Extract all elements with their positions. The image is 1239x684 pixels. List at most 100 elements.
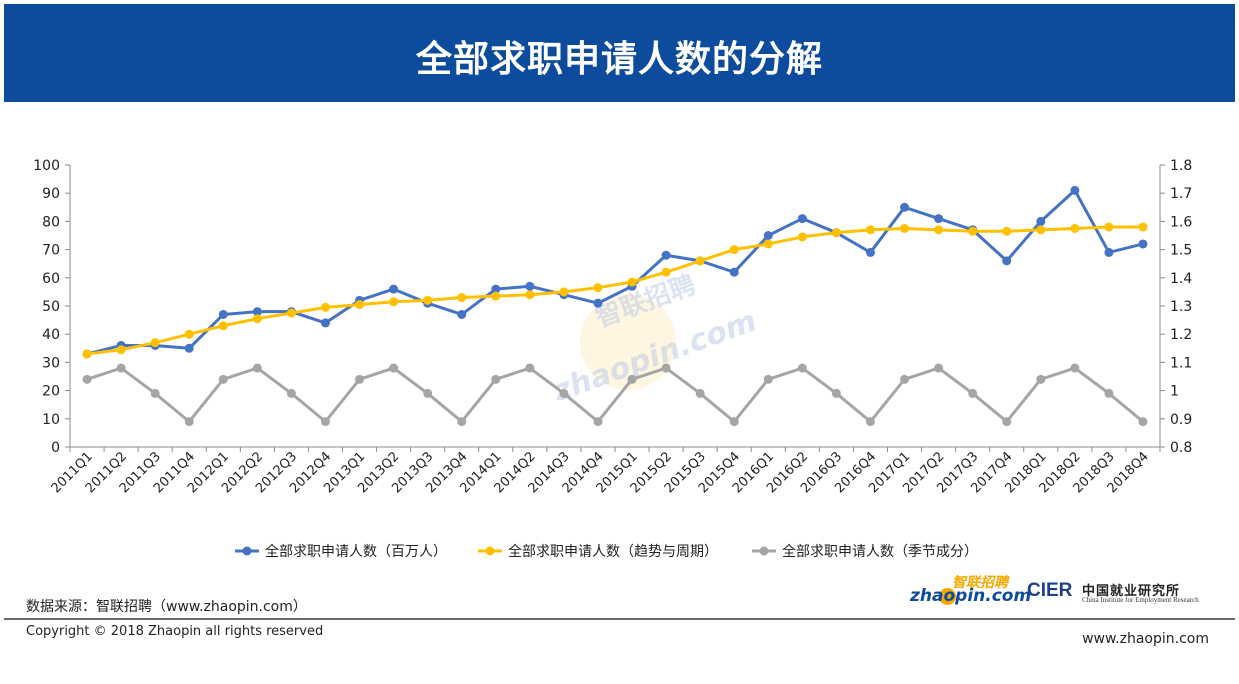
chart-series <box>82 185 1148 427</box>
data-point <box>491 374 501 384</box>
y-right-tick-label: 1 <box>1170 384 1179 400</box>
data-point <box>695 388 705 398</box>
y-right-tick-label: 1.7 <box>1170 186 1192 202</box>
data-point <box>865 417 875 427</box>
data-point <box>1036 216 1046 226</box>
series-line <box>86 366 1144 424</box>
data-point <box>900 223 910 233</box>
data-point <box>627 277 637 287</box>
y-right-tick-label: 1.1 <box>1170 355 1192 371</box>
y-left-tick-label: 60 <box>42 271 60 287</box>
data-point <box>1138 239 1148 249</box>
data-point <box>797 363 807 373</box>
data-point <box>593 298 603 308</box>
data-point <box>695 256 705 266</box>
data-point <box>1036 225 1046 235</box>
data-point <box>116 345 126 355</box>
data-point <box>218 309 228 319</box>
y-left-tick-label: 70 <box>42 243 60 259</box>
data-point <box>1104 388 1114 398</box>
data-point <box>934 363 944 373</box>
data-point <box>252 363 262 373</box>
data-point <box>1036 374 1046 384</box>
data-point <box>320 302 330 312</box>
data-point <box>218 321 228 331</box>
data-point <box>661 250 671 260</box>
data-point <box>491 291 501 301</box>
data-point <box>457 293 467 303</box>
legend-marker <box>759 546 769 556</box>
chart-legend: 全部求职申请人数（百万人） 全部求职申请人数（趋势与周期） 全部求职申请人数（季节成… <box>235 543 978 560</box>
chart-axes: 0 10 20 30 40 50 60 70 80 90 100 0.8 0.9 1 1.1 1.2 1.3 1.… <box>33 158 1192 496</box>
data-point <box>355 300 365 310</box>
zhaopin-logo-en: zhaopin.com <box>910 586 1032 606</box>
y-left-tick-label: 0 <box>51 440 60 456</box>
y-left-tick-label: 40 <box>42 327 60 343</box>
y-left-tick-label: 100 <box>33 158 60 174</box>
data-point <box>934 225 944 235</box>
data-point <box>1070 223 1080 233</box>
data-point <box>525 281 535 291</box>
data-point <box>763 239 773 249</box>
data-point <box>355 374 365 384</box>
y-right-tick-label: 1.6 <box>1170 214 1192 230</box>
data-point <box>423 295 433 305</box>
data-point <box>286 308 296 318</box>
data-point <box>968 388 978 398</box>
y-left-tick-label: 10 <box>42 412 60 428</box>
data-point <box>82 349 92 359</box>
data-point <box>729 417 739 427</box>
data-point <box>252 307 262 317</box>
data-point <box>1070 185 1080 195</box>
data-point <box>729 267 739 277</box>
data-point <box>82 374 92 384</box>
data-point <box>320 318 330 328</box>
page-title: 全部求职申请人数的分解 <box>415 39 823 80</box>
data-point <box>389 284 399 294</box>
series-line <box>86 188 1144 356</box>
data-point <box>934 214 944 224</box>
y-right-tick-label: 1.3 <box>1170 299 1192 315</box>
y-left-tick-label: 80 <box>42 214 60 230</box>
data-point <box>457 309 467 319</box>
data-point <box>900 202 910 212</box>
data-point <box>184 329 194 339</box>
legend-label: 全部求职申请人数（趋势与周期） <box>508 543 718 560</box>
title-banner: 全部求职申请人数的分解 <box>4 4 1235 102</box>
series-line <box>86 225 1143 356</box>
legend-label: 全部求职申请人数（季节成分） <box>782 543 978 560</box>
data-point <box>763 231 773 240</box>
data-point <box>491 284 501 294</box>
data-point <box>797 232 807 242</box>
legend-marker <box>242 546 252 556</box>
data-point <box>763 374 773 384</box>
y-left-tick-label: 50 <box>42 299 60 315</box>
data-point <box>1002 226 1012 236</box>
cier-logo: CIER <box>1027 580 1073 601</box>
site-url[interactable]: www.zhaopin.com <box>1082 631 1209 647</box>
data-point <box>865 225 875 235</box>
data-point <box>729 245 739 255</box>
y-right-tick-label: 1.8 <box>1170 158 1192 174</box>
data-point <box>661 363 671 373</box>
data-point <box>1138 222 1148 232</box>
y-right-tick-label: 1.4 <box>1170 271 1192 287</box>
legend-marker <box>485 546 495 556</box>
data-point <box>150 388 160 398</box>
y-left-tick-label: 20 <box>42 384 60 400</box>
data-point <box>661 267 671 277</box>
data-point <box>865 247 875 257</box>
data-point <box>423 388 433 398</box>
data-point <box>593 417 603 427</box>
zhaopin-logo-mark <box>939 588 956 605</box>
y-left-tick-label: 30 <box>42 355 60 371</box>
data-point <box>593 283 603 293</box>
data-point <box>320 417 330 427</box>
data-point <box>1104 222 1114 232</box>
data-point <box>184 417 194 427</box>
cier-logo-cn: 中国就业研究所 <box>1082 584 1181 599</box>
data-point <box>1138 417 1148 427</box>
data-point <box>797 214 807 224</box>
y-left-tick-label: 90 <box>42 186 60 202</box>
data-point <box>559 388 569 398</box>
